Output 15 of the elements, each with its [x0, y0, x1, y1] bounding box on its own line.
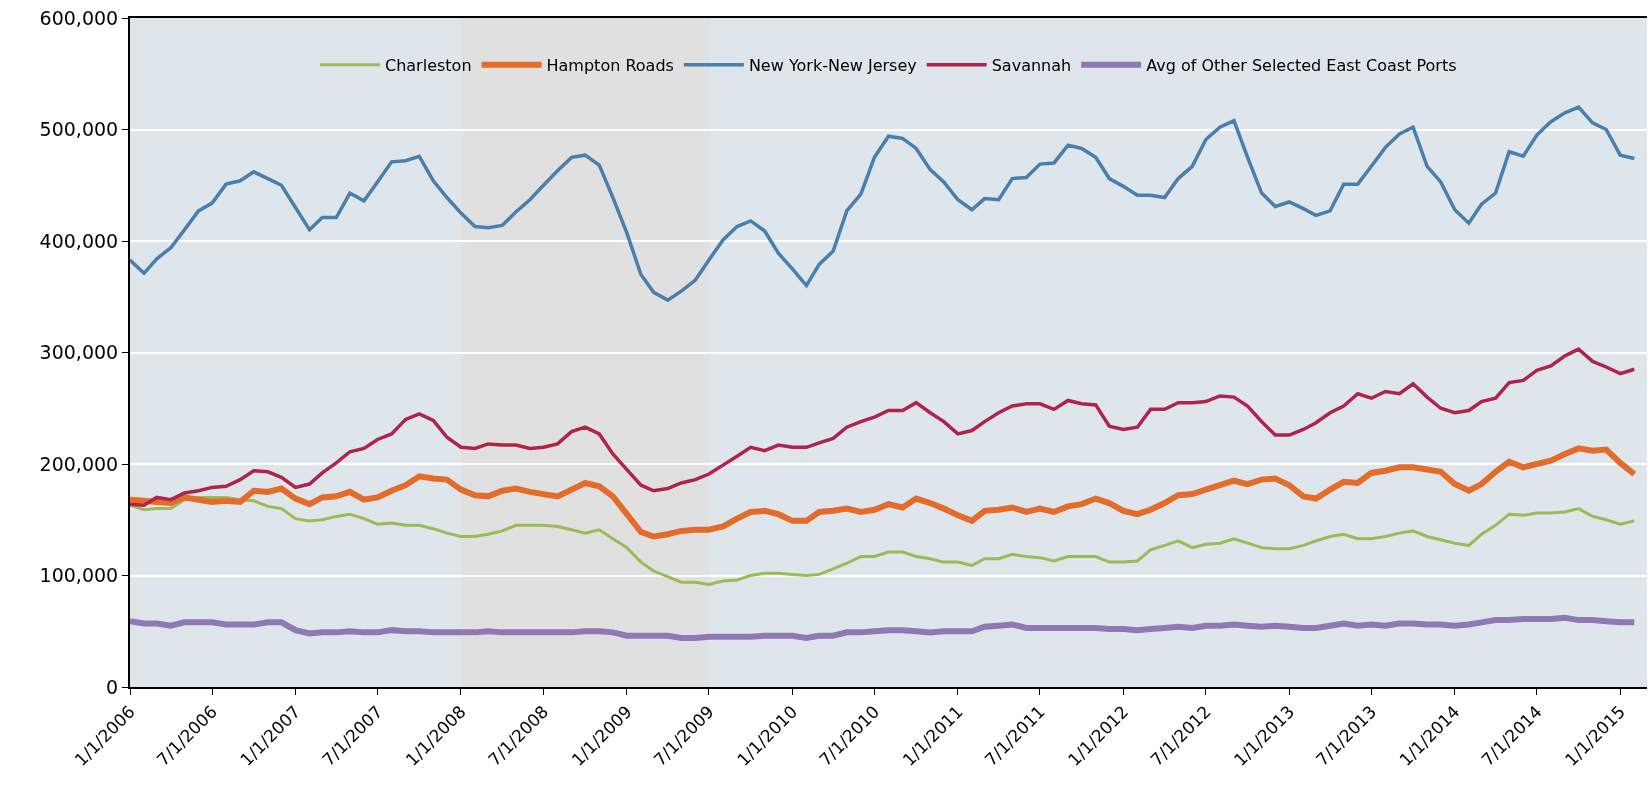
line-series — [130, 105, 1637, 302]
y-tick-label: 200,000 — [39, 452, 119, 475]
y-tick-label: 600,000 — [39, 6, 119, 29]
line-series — [130, 347, 1637, 508]
y-tick-label: 300,000 — [39, 341, 119, 364]
y-tick-label: 0 — [106, 675, 119, 698]
line-series — [130, 495, 1636, 586]
legend-label: Charleston — [385, 55, 472, 75]
legend-label: Savannah — [991, 55, 1072, 75]
legend-label: Hampton Roads — [546, 55, 674, 75]
y-tick-label: 400,000 — [39, 229, 119, 252]
legend-label: Avg of Other Selected East Coast Ports — [1146, 55, 1457, 75]
y-tick-label: 100,000 — [39, 564, 119, 587]
y-tick-label: 500,000 — [39, 118, 119, 141]
legend-label: New York-New Jersey — [748, 55, 917, 75]
